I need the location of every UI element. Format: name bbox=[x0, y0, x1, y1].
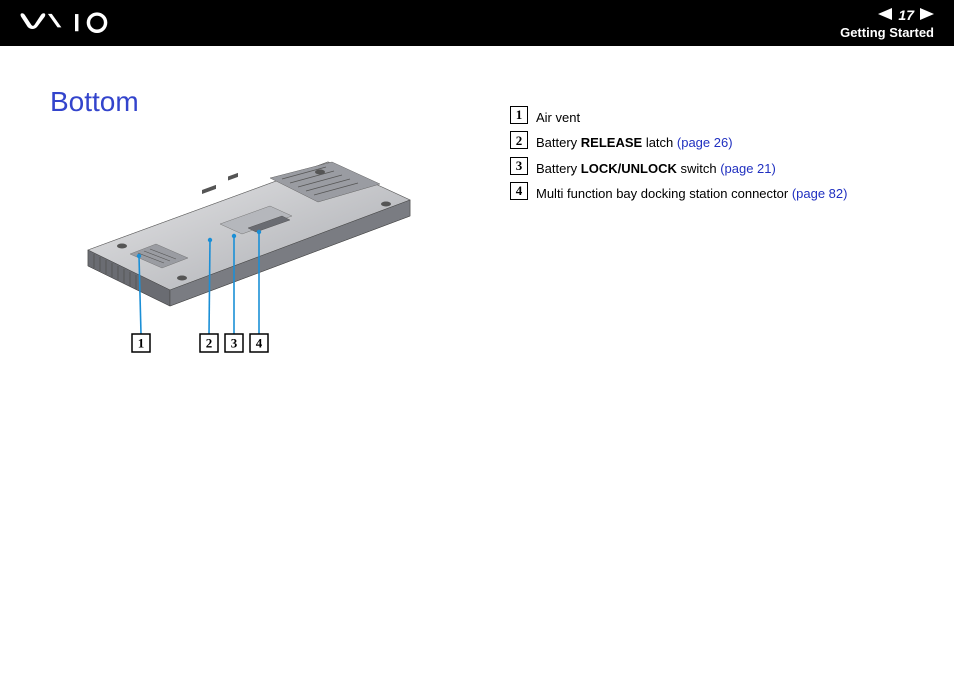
item-text: Air vent bbox=[536, 106, 580, 129]
svg-text:2: 2 bbox=[206, 336, 213, 351]
laptop-svg: 1 2 3 4 bbox=[70, 138, 430, 358]
section-label: Getting Started bbox=[840, 25, 934, 40]
page-title: Bottom bbox=[50, 86, 450, 118]
page-link[interactable]: (page 21) bbox=[720, 161, 776, 176]
content-area: Bottom bbox=[0, 46, 954, 358]
header-right: 17 Getting Started bbox=[840, 7, 934, 40]
svg-text:4: 4 bbox=[256, 336, 263, 351]
right-column: 1 Air vent 2 Battery RELEASE latch (page 26… bbox=[510, 86, 904, 358]
vaio-logo bbox=[20, 11, 130, 35]
item-number-box: 2 bbox=[510, 131, 528, 149]
svg-text:1: 1 bbox=[138, 336, 145, 351]
next-page-icon[interactable] bbox=[920, 7, 934, 23]
item-text: Multi function bay docking station conne… bbox=[536, 182, 847, 205]
left-column: Bottom bbox=[50, 86, 450, 358]
item-text: Battery RELEASE latch (page 26) bbox=[536, 131, 733, 154]
item-number-box: 4 bbox=[510, 182, 528, 200]
item-text: Battery LOCK/UNLOCK switch (page 21) bbox=[536, 157, 776, 180]
laptop-bottom-diagram: 1 2 3 4 bbox=[70, 138, 430, 358]
list-item: 2 Battery RELEASE latch (page 26) bbox=[510, 131, 904, 154]
page-link[interactable]: (page 82) bbox=[792, 186, 848, 201]
prev-page-icon[interactable] bbox=[878, 7, 892, 23]
svg-text:3: 3 bbox=[231, 336, 238, 351]
page-nav: 17 bbox=[840, 7, 934, 23]
item-list: 1 Air vent 2 Battery RELEASE latch (page 26… bbox=[510, 106, 904, 206]
header-bar: 17 Getting Started bbox=[0, 0, 954, 46]
page-link[interactable]: (page 26) bbox=[677, 135, 733, 150]
item-number-box: 3 bbox=[510, 157, 528, 175]
list-item: 1 Air vent bbox=[510, 106, 904, 129]
page-number: 17 bbox=[898, 7, 914, 23]
list-item: 4 Multi function bay docking station conn… bbox=[510, 182, 904, 205]
list-item: 3 Battery LOCK/UNLOCK switch (page 21) bbox=[510, 157, 904, 180]
item-number-box: 1 bbox=[510, 106, 528, 124]
